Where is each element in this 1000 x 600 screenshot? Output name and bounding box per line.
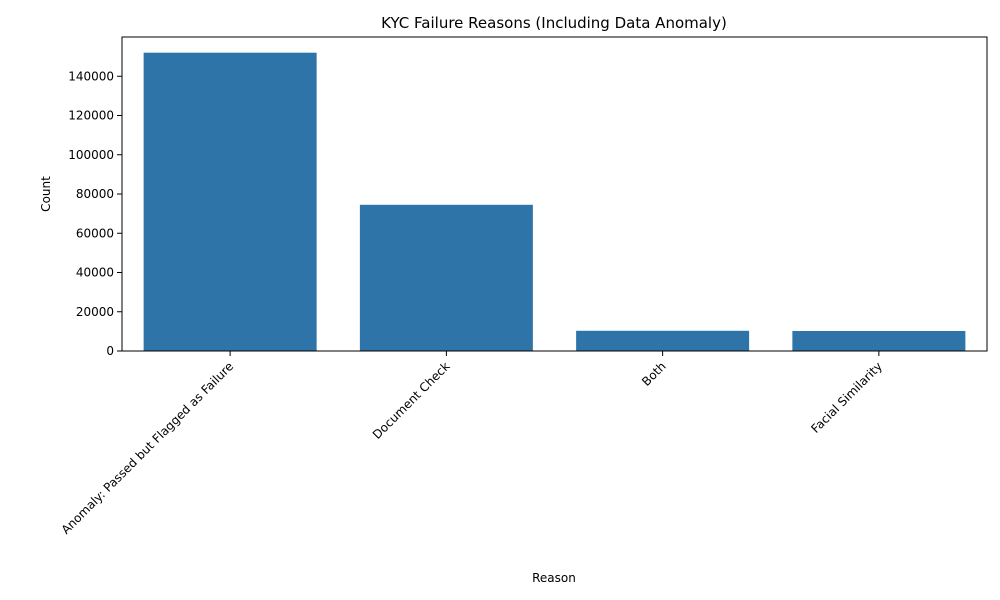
x-tick-label-3: Facial Similarity	[808, 359, 885, 436]
x-tick-label-0: Anomaly: Passed but Flagged as Failure	[59, 359, 237, 537]
y-tick-label-5: 100000	[68, 148, 114, 162]
y-tick-label-1: 20000	[76, 305, 114, 319]
x-axis-label: Reason	[532, 571, 576, 585]
y-tick-label-4: 80000	[76, 187, 114, 201]
chart-title: KYC Failure Reasons (Including Data Anom…	[381, 14, 727, 32]
y-axis-label: Count	[39, 176, 53, 212]
y-tick-label-3: 60000	[76, 226, 114, 240]
y-tick-label-6: 120000	[68, 109, 114, 123]
x-tick-label-2: Both	[639, 359, 669, 389]
y-tick-label-7: 140000	[68, 69, 114, 83]
bar-0	[143, 52, 317, 351]
y-tick-label-2: 40000	[76, 266, 114, 280]
bar-3	[792, 330, 966, 351]
bar-2	[576, 330, 750, 351]
y-tick-label-0: 0	[106, 344, 114, 358]
bar-1	[359, 204, 533, 351]
x-tick-label-1: Document Check	[370, 359, 453, 442]
